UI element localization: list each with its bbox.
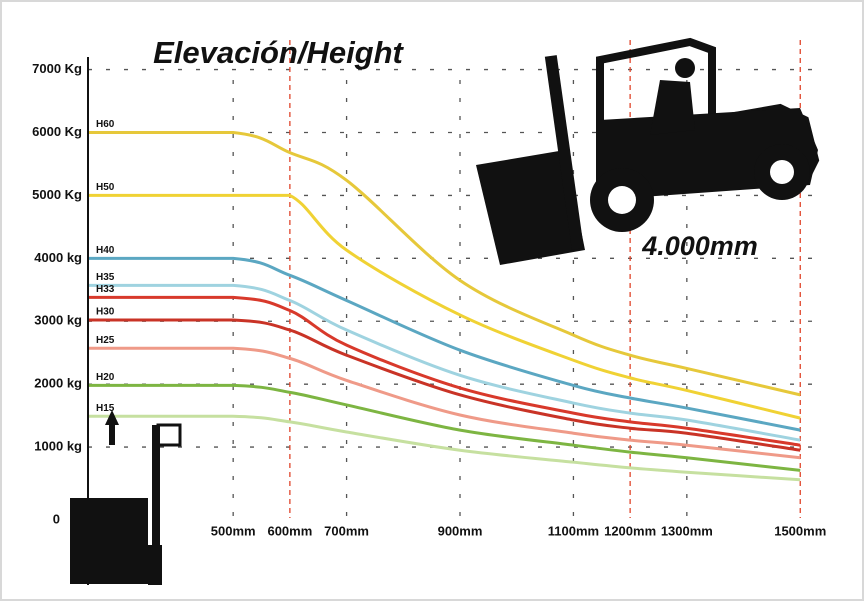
series-label: H60: [96, 119, 115, 130]
y-tick-label: 0: [53, 511, 60, 526]
series-label: H40: [96, 245, 115, 256]
series-label: H50: [96, 182, 115, 193]
x-tick-label: 600mm: [267, 523, 312, 538]
x-tick-label: 1100mm: [548, 523, 599, 538]
x-tick-label: 700mm: [324, 523, 369, 538]
annotation: 4.000mm: [641, 231, 758, 261]
series-label: H25: [96, 335, 115, 346]
x-tick-label: 1300mm: [661, 523, 713, 538]
chart: Elevación/Height 4.000mm 0 1000 kg 2000 kg…: [0, 0, 864, 601]
y-tick-label: 2000 kg: [34, 376, 82, 391]
x-tick-label: 1200mm: [604, 523, 656, 538]
series-label: H35: [96, 272, 115, 283]
series-label: H15: [96, 403, 115, 414]
y-tick-label: 4000 kg: [34, 250, 82, 265]
y-tick-label: 6000 Kg: [32, 124, 82, 139]
series-label: H33: [96, 284, 115, 295]
y-tick-label: 3000 kg: [34, 313, 82, 328]
y-tick-label: 5000 Kg: [32, 187, 82, 202]
series-label: H20: [96, 372, 115, 383]
series-label: H30: [96, 307, 115, 318]
chart-title: Elevación/Height: [153, 35, 404, 70]
x-tick-label: 1500mm: [774, 523, 826, 538]
x-tick-label: 500mm: [211, 523, 256, 538]
y-tick-label: 7000 Kg: [32, 61, 82, 76]
x-tick-label: 900mm: [438, 523, 483, 538]
y-tick-label: 1000 kg: [34, 439, 82, 454]
